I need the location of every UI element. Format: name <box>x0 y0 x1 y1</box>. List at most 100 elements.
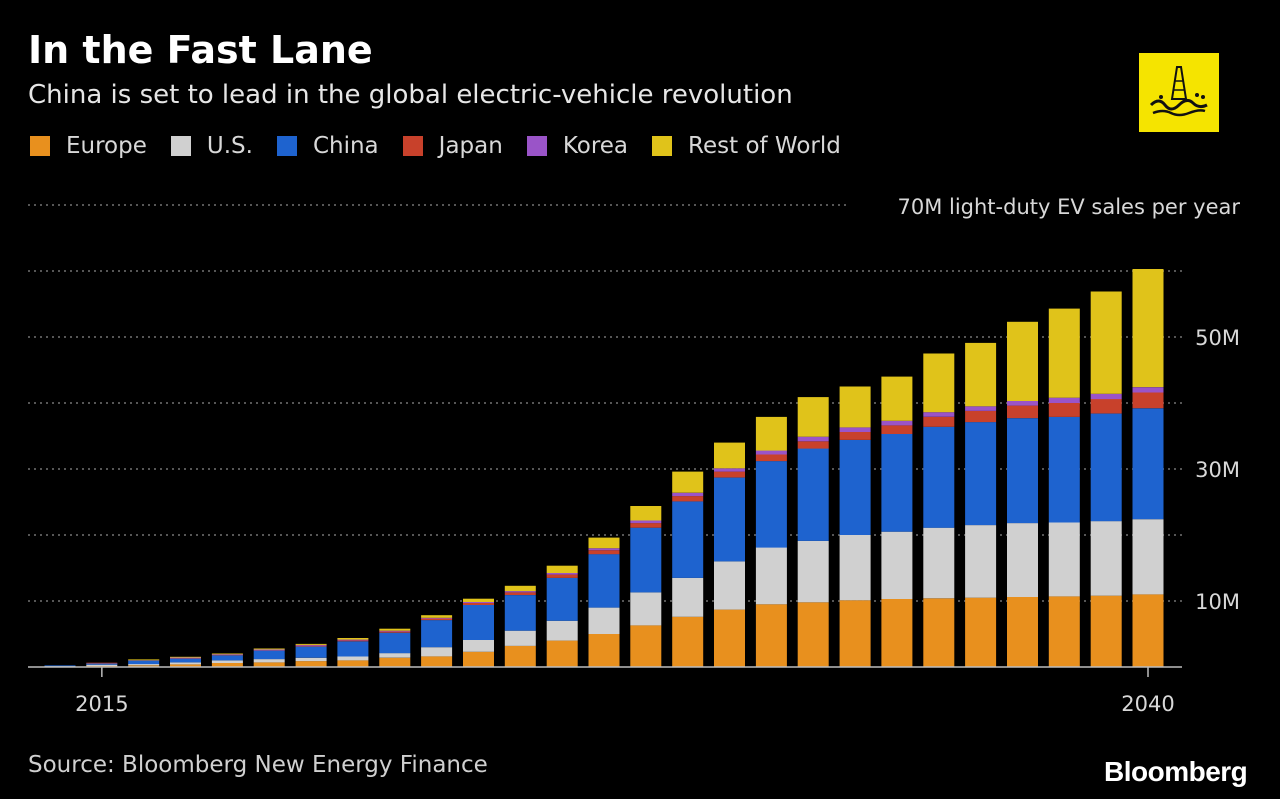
bar-segment <box>337 656 369 661</box>
bar-segment <box>1132 519 1164 595</box>
bar-segment <box>797 441 829 449</box>
bar-segment <box>630 625 662 667</box>
bar-segment <box>253 659 285 663</box>
bar-segment <box>672 492 704 497</box>
bar-segment <box>881 425 913 434</box>
bar-segment <box>1007 418 1038 524</box>
bar-segment <box>672 616 704 667</box>
bar-segment <box>630 506 662 521</box>
bar-segment <box>504 630 536 646</box>
bar-segment <box>630 592 662 626</box>
bar-segment <box>755 461 787 548</box>
bar-segment <box>170 657 201 659</box>
bar-segment <box>881 434 913 532</box>
bar-segment <box>881 531 913 599</box>
bar-segment <box>337 660 369 667</box>
bar-segment <box>797 448 829 541</box>
bar-segment <box>295 643 327 645</box>
bloomberg-logo: Bloomberg <box>1104 756 1248 787</box>
legend-swatch <box>30 136 50 156</box>
bar-segment <box>839 440 871 535</box>
bar-segment <box>755 547 787 605</box>
bar-segment <box>923 412 955 417</box>
bar-segment <box>170 664 201 667</box>
bar-segment <box>839 600 871 667</box>
bar-segment <box>295 661 327 667</box>
bar-segment <box>630 523 662 528</box>
bar-segment <box>421 617 453 619</box>
bar-segment <box>965 422 997 526</box>
bar-segment <box>379 653 411 658</box>
bar-segment <box>1132 594 1164 667</box>
bar-segment <box>965 410 997 423</box>
legend-label: U.S. <box>206 133 253 159</box>
bar-segment <box>672 496 704 502</box>
bar-segment <box>755 416 787 451</box>
bar-segment <box>965 342 997 407</box>
y-tick-label: 10M <box>1195 590 1240 614</box>
legend-label: Rest of World <box>688 133 841 159</box>
bar-segment <box>463 603 494 605</box>
bar-segment <box>1048 308 1080 398</box>
bar-segment <box>421 647 453 657</box>
bar-segment <box>463 602 494 603</box>
bar-segment <box>546 640 578 667</box>
bar-segment <box>504 592 536 595</box>
legend-swatch <box>526 136 547 156</box>
bar-segment <box>379 657 411 667</box>
bar-segment <box>714 442 745 469</box>
bar-segment <box>337 639 369 641</box>
bar-segment <box>881 420 913 426</box>
bar-segment <box>588 554 620 608</box>
bar-segment <box>504 645 536 667</box>
bar-segment <box>672 577 704 617</box>
bar-segment <box>1132 392 1164 409</box>
chart-title: In the Fast Lane <box>28 28 373 72</box>
bar-segment <box>211 654 243 655</box>
bar-segment <box>714 609 745 667</box>
bar-segment <box>211 660 243 663</box>
bar-segment <box>128 664 160 666</box>
bar-segment <box>337 641 369 657</box>
x-tick-label: 2015 <box>75 692 128 716</box>
source-note: Source: Bloomberg New Energy Finance <box>28 752 488 778</box>
bar-segment <box>421 620 453 648</box>
bar-segment <box>337 640 369 642</box>
legend-item: Japan <box>402 133 503 159</box>
bar-segment <box>379 630 411 632</box>
bar-segment <box>839 427 871 432</box>
bar-segment <box>1007 597 1038 667</box>
bar-segment <box>546 565 578 573</box>
bar-segment <box>588 537 620 549</box>
legend-label: Korea <box>562 133 629 159</box>
watermark-logo <box>1139 53 1219 132</box>
bar-segment <box>546 577 578 621</box>
bar-segment <box>588 607 620 634</box>
y-axis-ticks: 10M 30M 50M <box>1195 326 1240 614</box>
bar-segment <box>128 665 160 667</box>
x-tick-label: 2040 <box>1121 692 1174 716</box>
bar-segment <box>797 397 829 437</box>
bar-segment <box>923 527 955 599</box>
bar-segment <box>379 632 411 654</box>
bar-segment <box>923 426 955 528</box>
bar-segment <box>839 386 871 428</box>
bar-segment <box>1090 595 1122 667</box>
chart-subtitle: China is set to lead in the global elect… <box>28 80 793 110</box>
bar-segment <box>714 471 745 478</box>
x-axis-ticks: 2015 2040 <box>75 667 1175 716</box>
bar-segment <box>253 649 285 651</box>
bar-segment <box>714 468 745 472</box>
bar-segment <box>86 662 118 664</box>
bar-segment <box>1048 397 1080 403</box>
bar-segment <box>755 604 787 667</box>
bar-segment <box>1090 291 1122 394</box>
bar-segment <box>379 628 411 631</box>
bar-segment <box>1132 269 1164 388</box>
bar-segment <box>1048 416 1080 523</box>
bars <box>44 269 1164 668</box>
bar-segment <box>755 450 787 455</box>
legend-item: Rest of World <box>652 133 841 159</box>
bar-segment <box>295 645 327 647</box>
